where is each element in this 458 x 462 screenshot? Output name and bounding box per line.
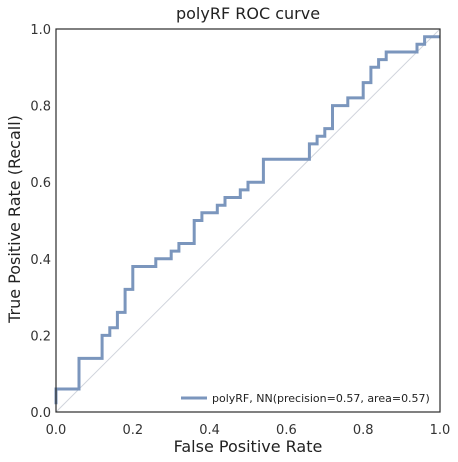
y-tick-label: 0.8 (30, 100, 51, 115)
chance-diagonal-line (56, 29, 440, 412)
y-tick-label: 0.6 (30, 176, 51, 191)
x-tick-label: 0.2 (122, 423, 143, 438)
legend: polyRF, NN(precision=0.57, area=0.57) (181, 392, 430, 405)
y-tick-label: 0.4 (30, 253, 51, 268)
legend-entry-label: polyRF, NN(precision=0.57, area=0.57) (212, 392, 430, 405)
x-tick-label: 0.8 (353, 423, 374, 438)
x-axis-label: False Positive Rate (174, 437, 323, 456)
y-tick-label: 1.0 (30, 23, 51, 38)
x-axis-ticks: 0.0 0.2 0.4 0.6 0.8 1.0 (46, 423, 451, 438)
y-tick-label: 0.2 (30, 329, 51, 344)
x-tick-label: 0.4 (199, 423, 220, 438)
y-tick-label: 0.0 (30, 406, 51, 421)
x-tick-label: 1.0 (430, 423, 451, 438)
chart-title: polyRF ROC curve (176, 4, 320, 23)
x-tick-label: 0.0 (46, 423, 67, 438)
y-axis-label: True Positive Rate (Recall) (5, 115, 24, 324)
plot-area (56, 29, 440, 412)
y-axis-ticks: 0.0 0.2 0.4 0.6 0.8 1.0 (30, 23, 51, 421)
x-tick-label: 0.6 (276, 423, 297, 438)
